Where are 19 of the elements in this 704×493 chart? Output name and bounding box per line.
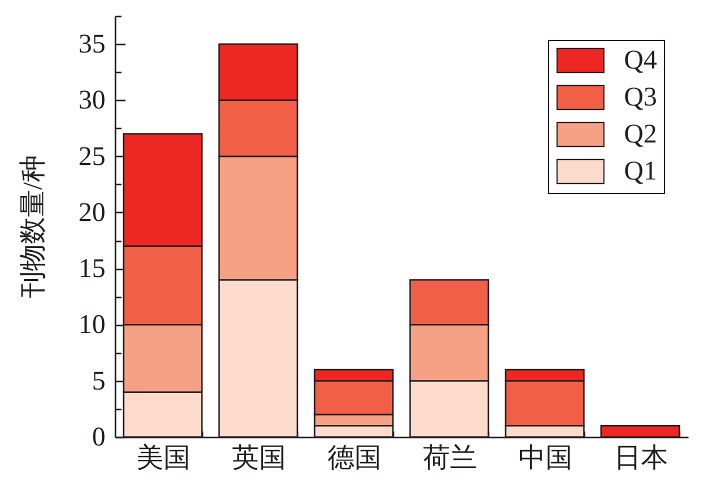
legend-label: Q4	[624, 44, 658, 74]
x-tick-label: 日本	[614, 442, 668, 472]
y-tick-label: 10	[78, 309, 106, 340]
x-tick-label: 英国	[232, 442, 286, 472]
y-tick-label: 5	[92, 365, 106, 396]
x-tick-label: 荷兰	[422, 442, 477, 472]
legend-label: Q3	[624, 82, 657, 112]
y-tick-label: 25	[78, 140, 106, 171]
y-tick-label: 20	[78, 196, 106, 227]
legend-label: Q1	[624, 156, 657, 186]
x-tick-label: 德国	[327, 442, 382, 472]
y-tick-label: 15	[78, 253, 106, 284]
y-tick-label: 35	[78, 28, 106, 59]
legend-label: Q2	[624, 118, 657, 148]
y-tick-label: 30	[78, 84, 106, 115]
x-tick-label: 美国	[136, 442, 190, 472]
y-axis-title: 刊物数量/种	[18, 155, 48, 298]
x-tick-label: 中国	[518, 442, 572, 472]
y-tick-label: 0	[92, 422, 106, 452]
